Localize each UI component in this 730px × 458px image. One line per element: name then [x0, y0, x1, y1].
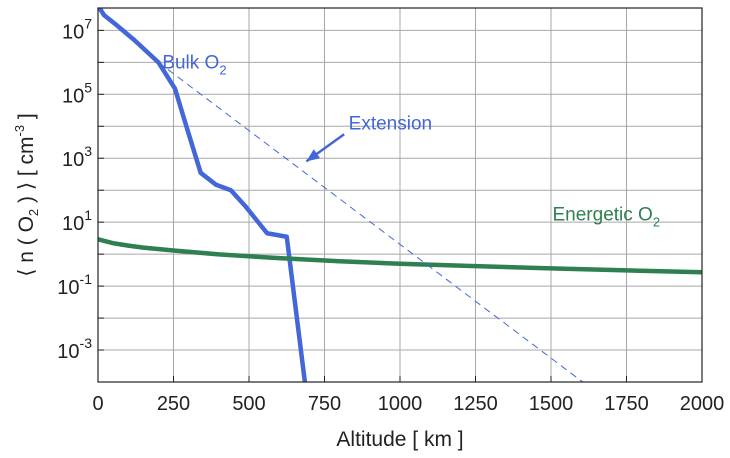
x-tick-label-1: 250: [157, 393, 190, 415]
y-tick-label-0: 107: [62, 15, 92, 43]
annotation-energetic-text: Energetic O: [553, 205, 653, 226]
y-tick-label-base-4: 10: [57, 277, 79, 299]
y-axis-title-sub: 2: [26, 209, 41, 216]
extension-arrow-head: [306, 149, 321, 162]
y-tick-label-exp-1: 5: [84, 79, 92, 95]
y-axis-title: ⟨ n ( O2 ) ⟩ [ cm-3 ]: [12, 113, 41, 277]
extension-arrow: [305, 133, 345, 163]
annotation-energetic-o2: Energetic O2: [553, 205, 661, 230]
y-tick-label-4: 10-1: [57, 271, 92, 299]
x-axis-title: Altitude [ km ]: [336, 428, 463, 451]
series-layer: [98, 8, 702, 382]
annotation-energetic-sub: 2: [653, 215, 660, 230]
y-tick-label-exp-5: -3: [80, 335, 93, 351]
annotation-extension: Extension: [349, 113, 432, 134]
x-tick-label-2: 500: [232, 393, 265, 415]
x-tick-label-0: 0: [92, 393, 103, 415]
y-tick-label-base-2: 10: [62, 149, 84, 171]
series-line-bulk: [98, 8, 308, 382]
annotation-bulk-text: Bulk O: [162, 53, 219, 74]
x-axis-ticks: 0 250 500 750 1000 1250 1500 1750 2000: [92, 376, 724, 415]
y-axis-title-mid: ) ⟩ [ cm: [15, 136, 38, 208]
x-tick-label-7: 1750: [604, 393, 649, 415]
y-tick-label-5: 10-3: [57, 335, 92, 363]
grid-lines: [97, 8, 703, 383]
y-tick-label-exp-2: 3: [84, 143, 92, 159]
x-tick-label-5: 1250: [453, 393, 498, 415]
series-line-extension: [158, 61, 584, 382]
x-tick-label-6: 1500: [529, 393, 574, 415]
y-tick-label-exp-4: -1: [80, 271, 93, 287]
y-tick-label-exp-3: 1: [84, 207, 92, 223]
y-tick-label-base-0: 10: [62, 21, 84, 43]
y-axis-title-post: ]: [15, 113, 38, 125]
y-tick-label-1: 105: [62, 79, 92, 107]
annotation-bulk-sub: 2: [219, 63, 226, 78]
y-axis-title-pre: ⟨ n ( O: [15, 216, 38, 277]
y-tick-label-2: 103: [62, 143, 92, 171]
y-axis-title-sup: -3: [12, 125, 27, 137]
y-tick-label-3: 101: [62, 207, 92, 235]
y-tick-label-base-3: 10: [62, 213, 84, 235]
y-tick-label-base-1: 10: [62, 85, 84, 107]
annotation-bulk-o2: Bulk O2: [162, 53, 226, 78]
y-tick-label-exp-0: 7: [84, 15, 92, 31]
series-line-energetic: [98, 237, 702, 275]
x-tick-label-4: 1000: [378, 393, 423, 415]
x-tick-label-8: 2000: [680, 393, 725, 415]
x-tick-label-3: 750: [308, 393, 341, 415]
y-tick-label-base-5: 10: [57, 341, 79, 363]
